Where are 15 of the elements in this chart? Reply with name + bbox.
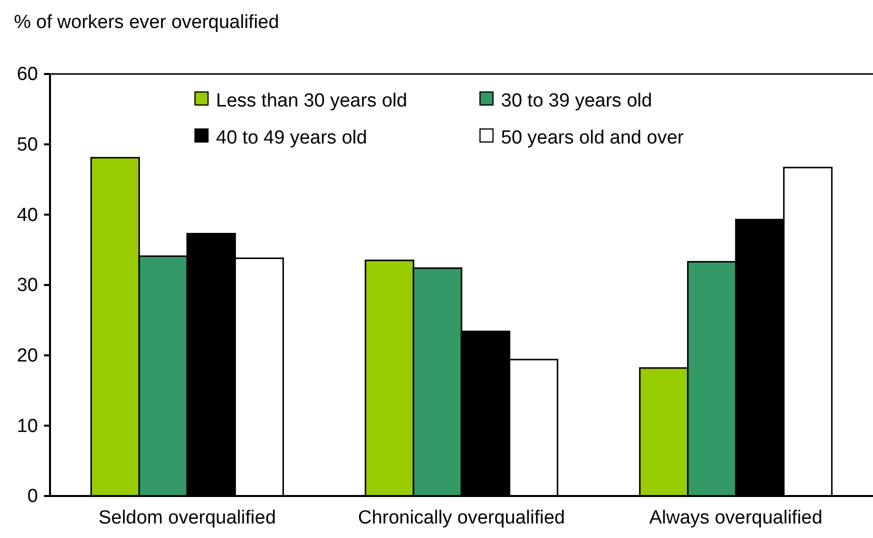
legend-label: 40 to 49 years old <box>216 128 368 149</box>
y-tick-label: 60 <box>16 64 38 86</box>
legend-label: Less than 30 years old <box>216 90 408 112</box>
legend-label: 50 years old and over <box>501 128 684 149</box>
y-tick-label: 10 <box>16 416 38 437</box>
y-tick-label: 50 <box>16 134 38 156</box>
y-tick-label: 0 <box>27 486 38 508</box>
legend-label: 30 to 39 years old <box>501 90 652 112</box>
y-tick-label: 30 <box>16 275 38 296</box>
x-tick-label: Chronically overqualified <box>358 508 565 529</box>
x-tick-label: Seldom overqualified <box>98 508 276 529</box>
y-axis-title: % of workers ever overqualified <box>14 12 280 33</box>
y-tick-label: 20 <box>16 345 38 366</box>
x-tick-label: Always overqualified <box>649 508 822 529</box>
y-tick-label: 40 <box>16 204 38 226</box>
